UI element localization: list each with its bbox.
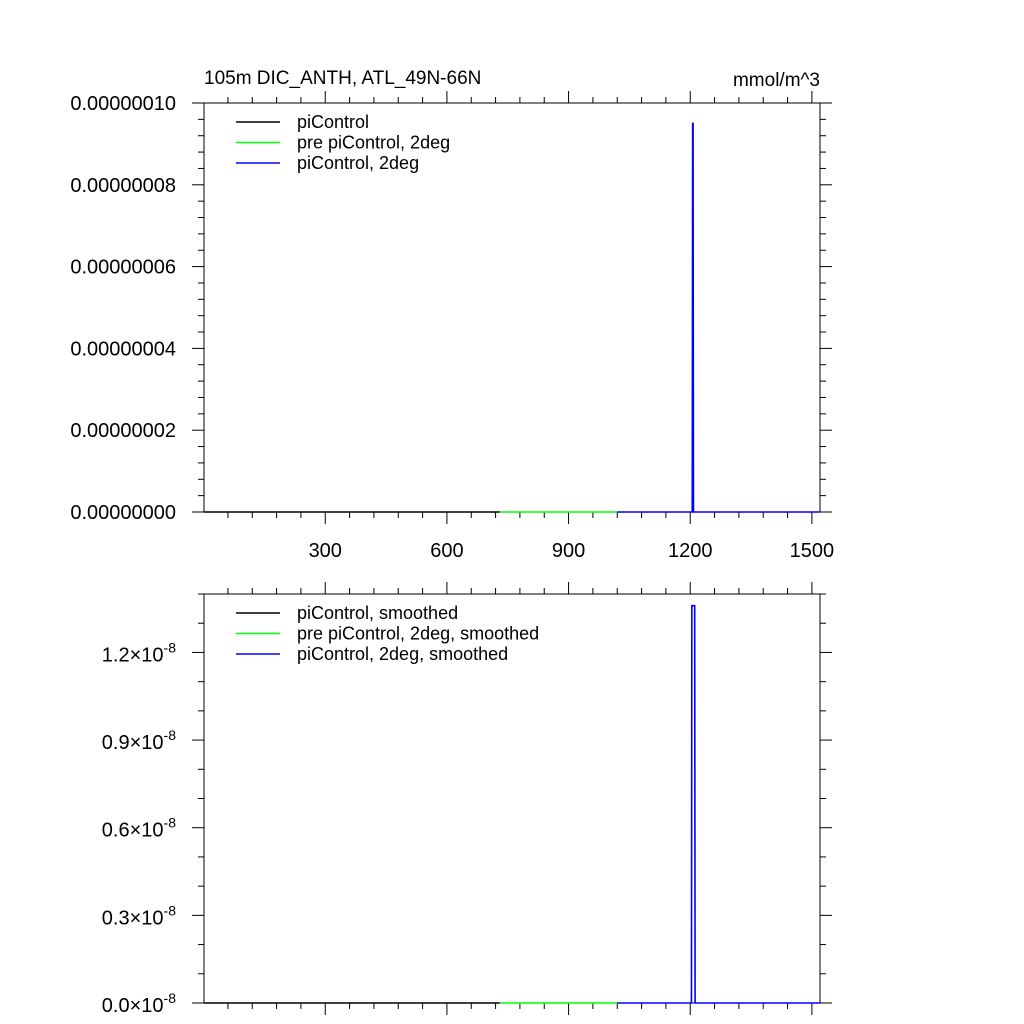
y-tick-mantissa: 0.0 — [102, 995, 130, 1017]
x-tick-label: 1200 — [668, 540, 713, 562]
y-tick-label: 1.2×10-8 — [102, 639, 176, 666]
legend-label: piControl, 2deg, smoothed — [297, 644, 508, 664]
legend-label: pre piControl, 2deg, smoothed — [297, 624, 539, 644]
y-tick-label: 0.00000010 — [70, 93, 176, 115]
y-tick-times-ten: ×10 — [130, 907, 164, 929]
x-tick-label: 300 — [309, 540, 342, 562]
y-tick-label: 0.00000008 — [70, 175, 176, 197]
y-tick-times-ten: ×10 — [130, 820, 164, 842]
y-tick-exponent: -8 — [164, 902, 177, 918]
y-tick-times-ten: ×10 — [130, 644, 164, 666]
y-tick-label: 0.00000000 — [70, 502, 176, 524]
y-tick-exponent: -8 — [164, 815, 177, 831]
x-tick-label: 1500 — [790, 540, 835, 562]
y-tick-mantissa: 0.3 — [102, 907, 130, 929]
y-tick-label: 0.3×10-8 — [102, 902, 176, 929]
y-tick-exponent: -8 — [164, 639, 177, 655]
y-tick-mantissa: 0.6 — [102, 820, 130, 842]
legend-label: piControl — [297, 112, 369, 132]
y-tick-label: 0.00000004 — [70, 338, 176, 360]
top-panel: 300 600 900 1200 1500 0.00000000 0.00000002 0.0… — [70, 91, 834, 562]
y-tick-mantissa: 1.2 — [102, 644, 130, 666]
y-tick-times-ten: ×10 — [130, 732, 164, 754]
series-line-2 — [617, 122, 820, 513]
units-label: mmol/m^3 — [733, 70, 820, 91]
y-tick-label: 0.00000002 — [70, 420, 176, 442]
y-tick-label: 0.0×10-8 — [102, 990, 176, 1017]
series-line-2 — [617, 604, 820, 1004]
y-tick-times-ten: ×10 — [130, 995, 164, 1017]
y-tick-label: 0.9×10-8 — [102, 727, 176, 754]
legend-label: piControl, 2deg — [297, 153, 419, 173]
bottom-panel: 0.0×10-80.3×10-80.6×10-80.9×10-81.2×10-8… — [102, 582, 832, 1017]
y-tick-label: 0.00000006 — [70, 257, 176, 279]
legend-label: pre piControl, 2deg — [297, 133, 450, 153]
legend-label: piControl, smoothed — [297, 603, 458, 623]
chart-title: 105m DIC_ANTH, ATL_49N-66N — [204, 68, 481, 89]
y-tick-exponent: -8 — [164, 990, 177, 1006]
y-tick-exponent: -8 — [164, 727, 177, 743]
x-tick-label: 900 — [552, 540, 585, 562]
x-tick-label: 600 — [430, 540, 463, 562]
y-tick-mantissa: 0.9 — [102, 732, 130, 754]
y-tick-label: 0.6×10-8 — [102, 815, 176, 842]
